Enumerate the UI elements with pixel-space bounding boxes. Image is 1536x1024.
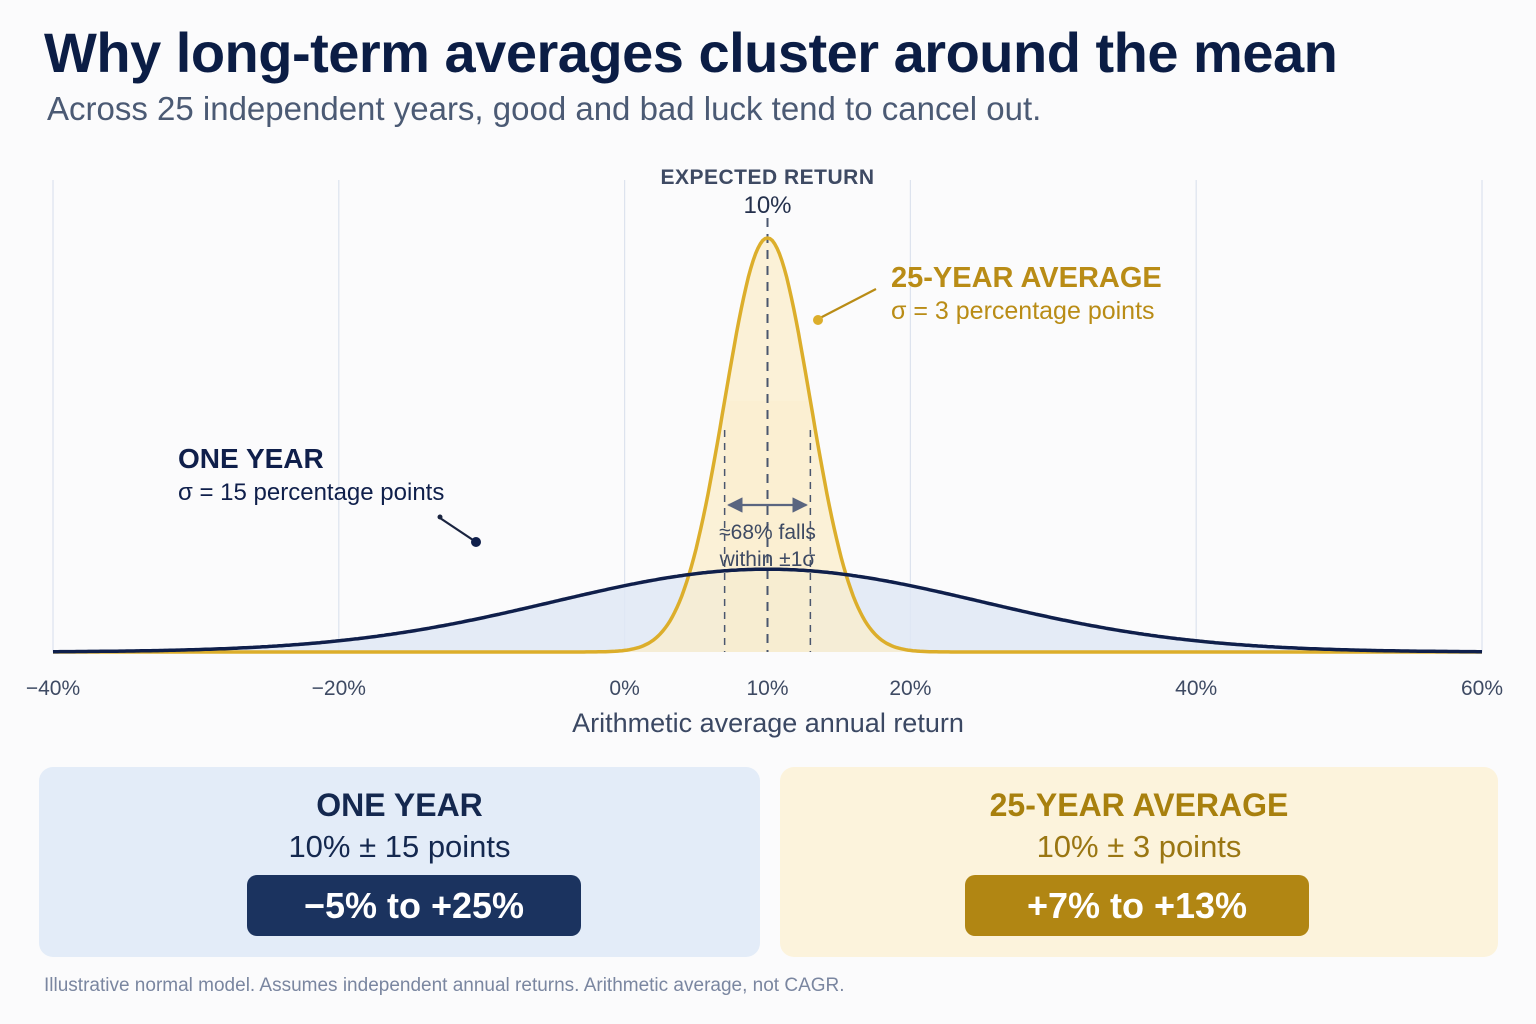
avg-leader	[819, 288, 877, 319]
x-tick-label: 40%	[1175, 677, 1217, 700]
page-title: Why long-term averages cluster around th…	[44, 21, 1338, 84]
x-tick-label: −20%	[312, 677, 366, 700]
x-tick-label: −40%	[26, 677, 80, 700]
x-axis-label: Arithmetic average annual return	[572, 708, 964, 738]
page-subtitle: Across 25 independent years, good and ba…	[47, 90, 1042, 127]
expected-return-value: 10%	[743, 192, 791, 219]
avg-card-subtitle: 10% ± 3 points	[1036, 829, 1242, 864]
one-year-sublabel: σ = 15 percentage points	[178, 479, 444, 506]
one-year-card: ONE YEAR 10% ± 15 points −5% to +25%	[39, 767, 760, 957]
x-tick-label: 60%	[1461, 677, 1503, 700]
footnote: Illustrative normal model. Assumes indep…	[44, 975, 845, 996]
x-tick-label: 20%	[889, 677, 931, 700]
x-tick-label: 10%	[746, 677, 788, 700]
avg-curve	[53, 236, 1482, 654]
expected-return-label: EXPECTED RETURN	[660, 166, 874, 189]
avg-card: 25-YEAR AVERAGE 10% ± 3 points +7% to +1…	[780, 767, 1498, 957]
one-year-range-badge: −5% to +25%	[247, 875, 581, 936]
one-year-leader	[439, 517, 474, 541]
avg-leader-dot	[813, 315, 823, 325]
distribution-chart: −40% −20% 0% 10% 20% 40% 60% Arithmetic average…	[26, 166, 1503, 738]
one-year-leader-end	[437, 514, 443, 520]
one-year-label: ONE YEAR	[178, 443, 324, 474]
avg-range-badge: +7% to +13%	[965, 875, 1309, 936]
avg-sublabel: σ = 3 percentage points	[891, 297, 1155, 325]
one-year-curve	[53, 567, 1482, 654]
avg-label: 25-YEAR AVERAGE	[891, 262, 1162, 294]
x-tick-label: 0%	[609, 677, 639, 700]
one-year-card-subtitle: 10% ± 15 points	[288, 829, 511, 864]
one-year-card-title: ONE YEAR	[316, 787, 483, 823]
one-year-leader-dot	[471, 537, 481, 547]
band-label-line2: within ±1σ	[719, 548, 816, 571]
avg-card-title: 25-YEAR AVERAGE	[989, 787, 1289, 823]
band-label-line1: ≈68% falls	[719, 521, 816, 544]
